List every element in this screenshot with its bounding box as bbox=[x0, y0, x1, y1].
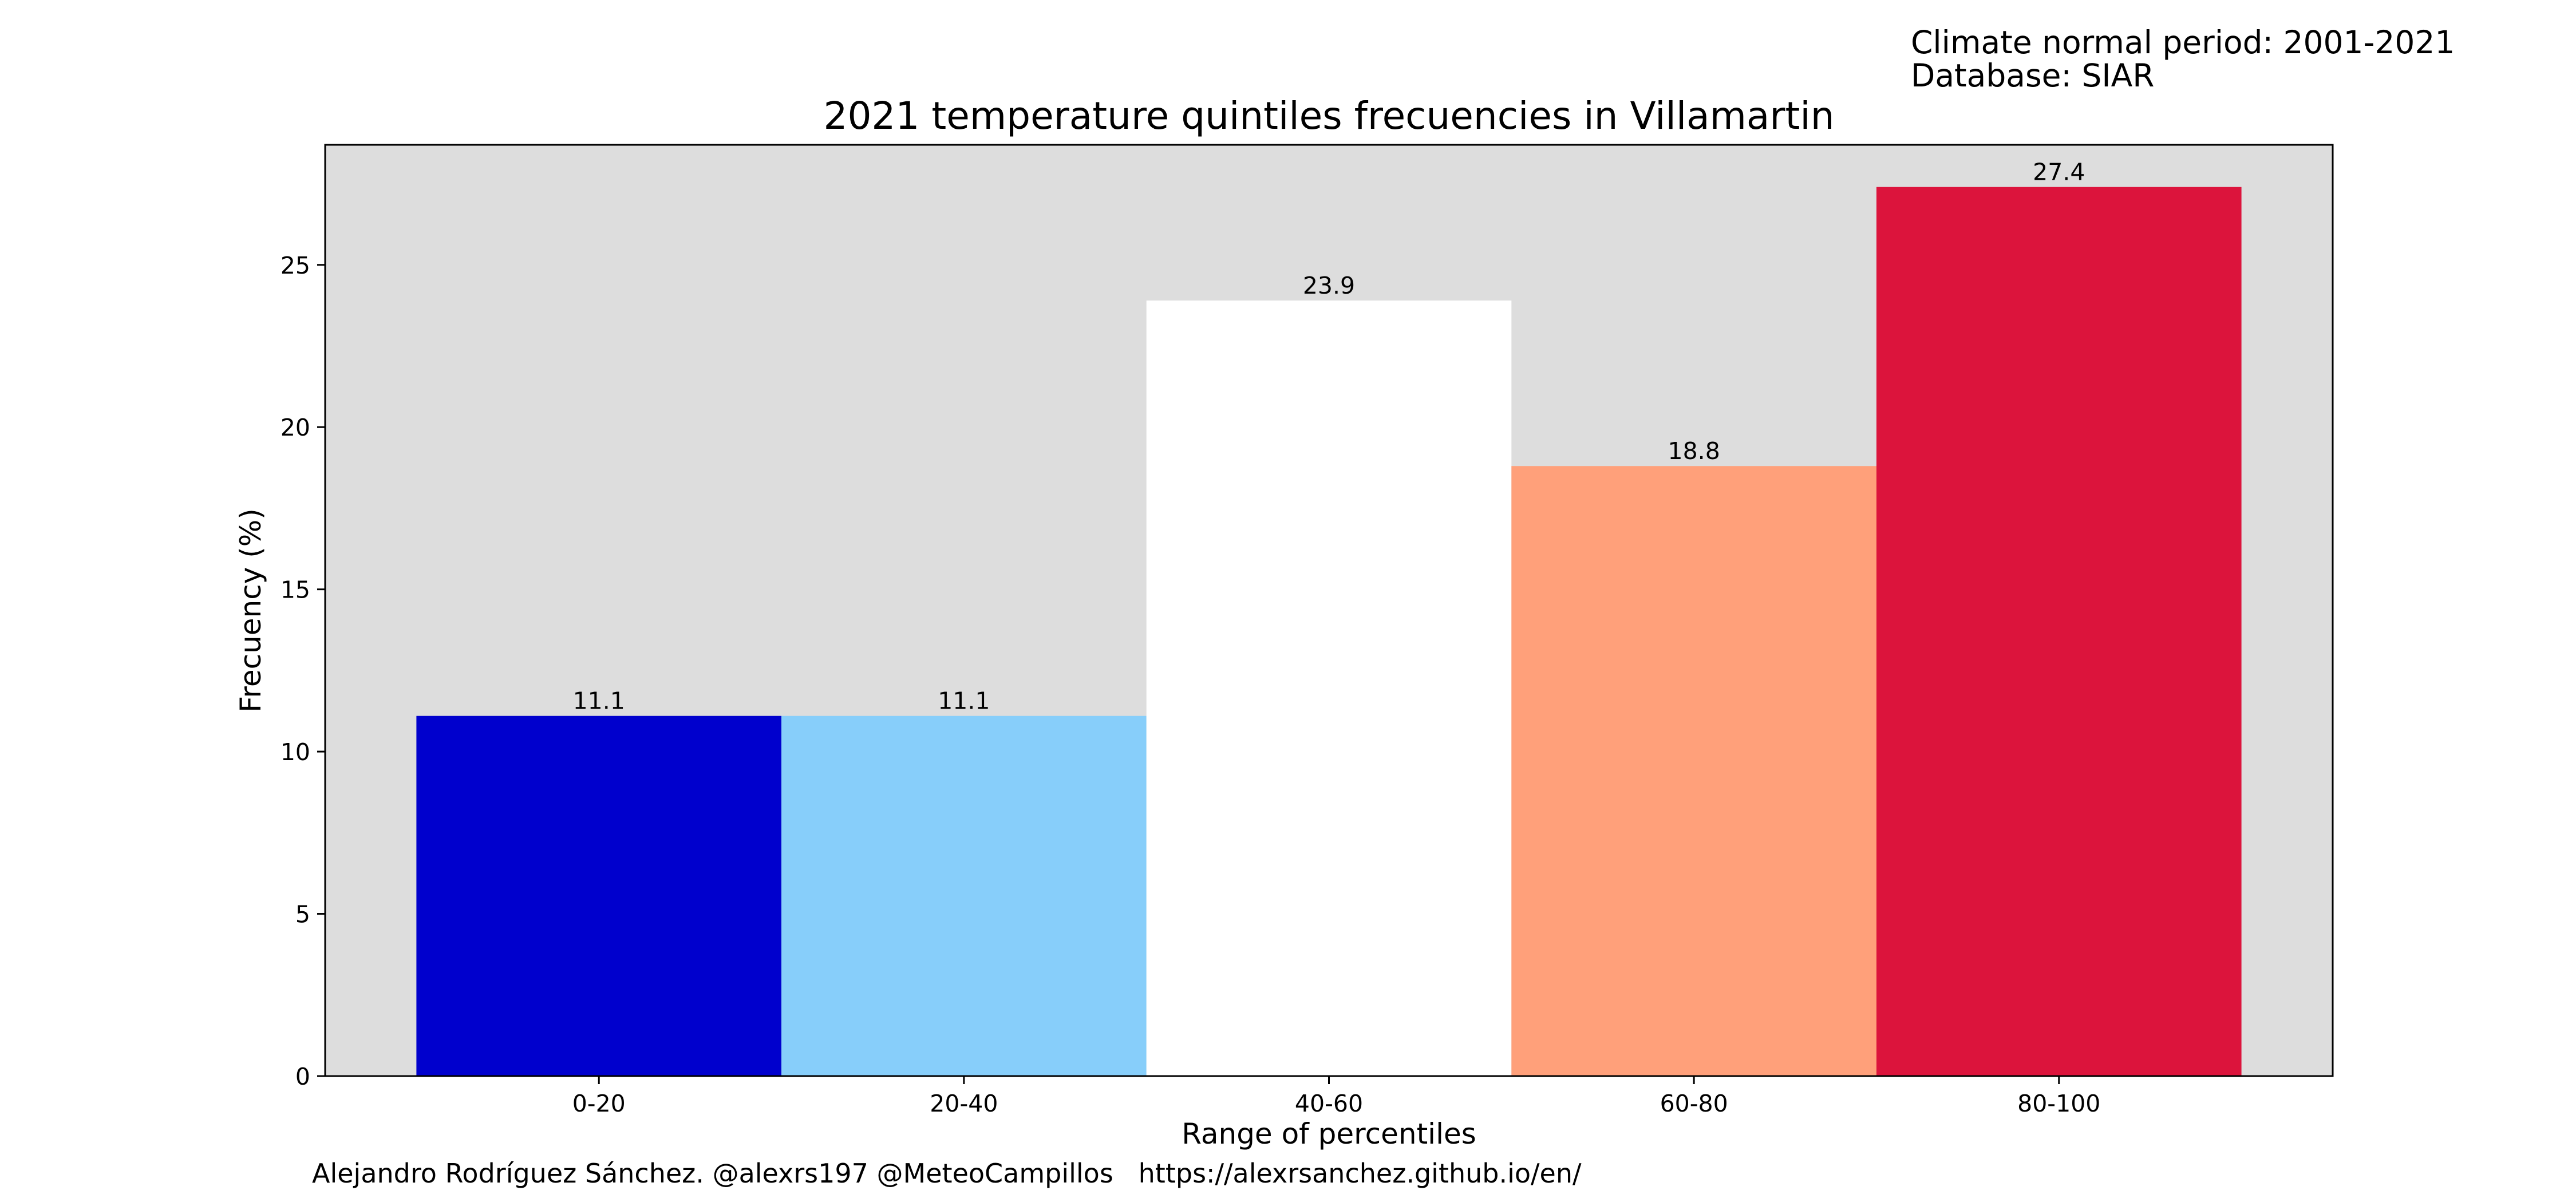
x-tick-label: 40-60 bbox=[1295, 1090, 1363, 1117]
climate-period-text: Climate normal period: 2001-2021 bbox=[1911, 24, 2455, 61]
bar-value-label: 11.1 bbox=[573, 687, 625, 715]
y-tick-label: 15 bbox=[280, 576, 310, 604]
bar-value-label: 23.9 bbox=[1303, 272, 1355, 299]
y-axis-label: Frecuency (%) bbox=[234, 508, 267, 712]
x-axis: 0-20 20-40 40-60 60-80 80-100 bbox=[572, 1076, 2100, 1117]
y-tick-label: 25 bbox=[280, 252, 310, 279]
x-tick-label: 80-100 bbox=[2017, 1090, 2100, 1117]
x-tick-label: 60-80 bbox=[1660, 1090, 1728, 1117]
y-axis: 0 5 10 15 20 25 bbox=[280, 252, 325, 1090]
bar-0-20 bbox=[416, 715, 782, 1076]
y-tick-label: 20 bbox=[280, 414, 310, 441]
bar-80-100 bbox=[1876, 187, 2242, 1076]
bar-value-label: 18.8 bbox=[1668, 437, 1720, 465]
bar-20-40 bbox=[781, 715, 1147, 1076]
author-credit: Alejandro Rodríguez Sánchez. @alexrs197 … bbox=[312, 1158, 1582, 1189]
bar-value-labels: 11.1 11.1 23.9 18.8 27.4 bbox=[573, 159, 2085, 715]
bar-40-60 bbox=[1146, 300, 1512, 1076]
plot-frame bbox=[324, 144, 2334, 1077]
chart-title: 2021 temperature quintiles frecuencies i… bbox=[823, 94, 1834, 138]
x-axis-label: Range of percentiles bbox=[1182, 1117, 1476, 1150]
bar-60-80 bbox=[1511, 466, 1876, 1076]
y-tick-label: 0 bbox=[295, 1063, 310, 1090]
bar-value-label: 11.1 bbox=[938, 687, 990, 715]
y-tick-label: 5 bbox=[295, 901, 310, 928]
bars-group bbox=[416, 187, 2242, 1076]
database-text: Database: SIAR bbox=[1911, 57, 2155, 94]
x-tick-label: 20-40 bbox=[930, 1090, 998, 1117]
x-tick-label: 0-20 bbox=[572, 1090, 626, 1117]
bar-value-label: 27.4 bbox=[2033, 159, 2085, 186]
y-tick-label: 10 bbox=[280, 738, 310, 766]
